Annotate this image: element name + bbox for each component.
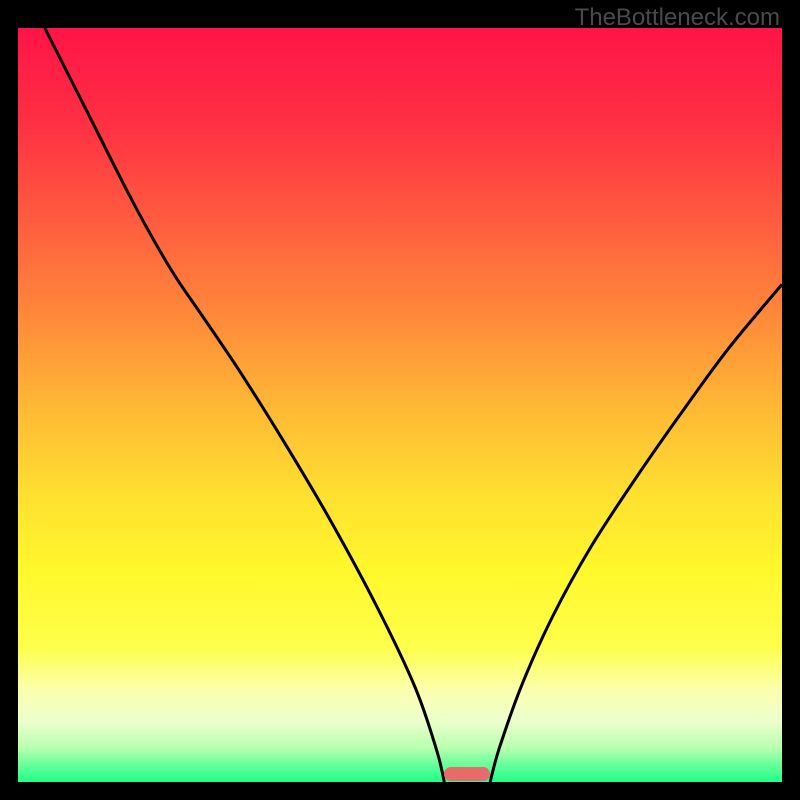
optimal-marker — [444, 767, 490, 781]
curve-right — [490, 284, 782, 782]
watermark-text: TheBottleneck.com — [575, 4, 780, 32]
chart-curves-layer — [0, 0, 800, 800]
curve-left — [45, 28, 445, 782]
